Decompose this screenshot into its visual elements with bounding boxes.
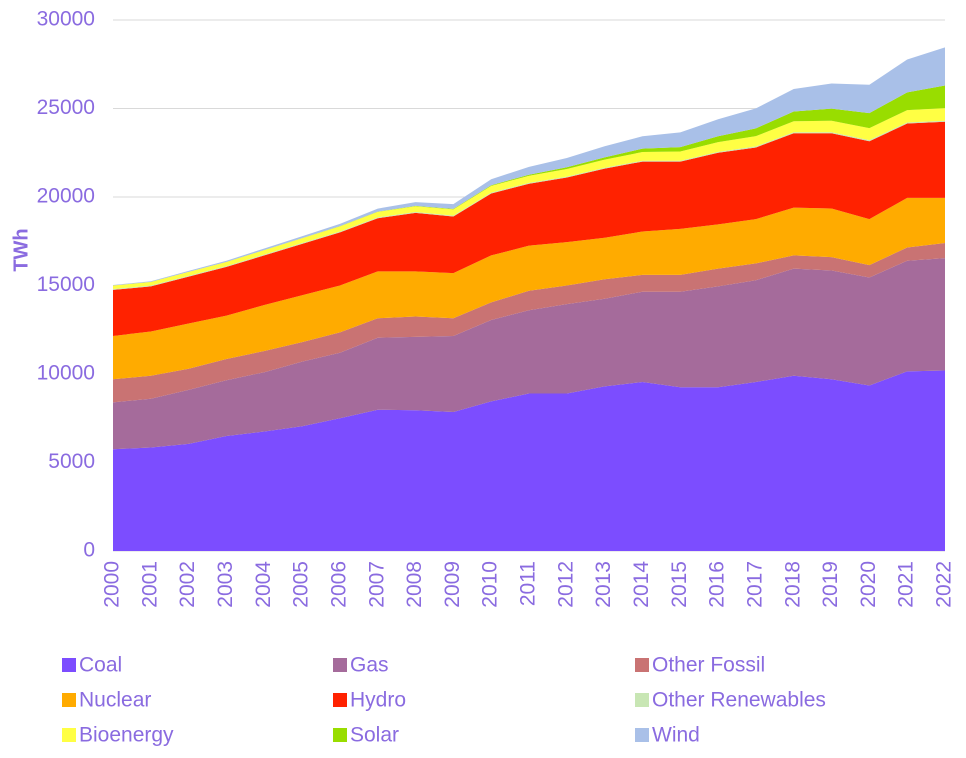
legend-swatch — [62, 728, 76, 742]
x-tick-label: 2007 — [365, 561, 388, 608]
area — [113, 243, 945, 403]
x-tick-label: 2016 — [706, 561, 729, 608]
legend-swatch — [62, 658, 76, 672]
y-tick-label: 15000 — [37, 273, 95, 296]
legend-label: Solar — [350, 724, 399, 747]
y-tick-label: 25000 — [37, 96, 95, 119]
x-tick-label: 2001 — [138, 561, 161, 608]
x-tick-label: 2000 — [101, 561, 124, 608]
legend-swatch — [333, 728, 347, 742]
area — [113, 197, 945, 380]
legend-swatch — [62, 693, 76, 707]
area — [113, 108, 945, 290]
x-tick-label: 2013 — [592, 561, 615, 608]
x-tick-label: 2006 — [327, 561, 350, 608]
legend-swatch — [635, 728, 649, 742]
y-tick-label: 30000 — [37, 8, 95, 31]
x-tick-label: 2011 — [517, 561, 540, 606]
x-tick-label: 2004 — [252, 561, 275, 608]
legend-label: Coal — [79, 654, 122, 677]
x-tick-label: 2020 — [857, 561, 880, 608]
y-tick-label: 0 — [83, 539, 95, 562]
legend-swatch — [635, 658, 649, 672]
x-tick-label: 2018 — [781, 561, 804, 608]
legend-swatch — [333, 693, 347, 707]
area — [113, 258, 945, 450]
x-tick-label: 2012 — [554, 561, 577, 608]
area — [113, 85, 945, 286]
x-tick-label: 2002 — [176, 561, 199, 608]
legend-label: Wind — [652, 724, 700, 747]
x-tick-label: 2022 — [933, 561, 956, 608]
legend-label: Nuclear — [79, 689, 151, 712]
area — [113, 370, 945, 551]
x-tick-label: 2003 — [214, 561, 237, 608]
x-tick-label: 2015 — [668, 561, 691, 608]
x-tick-label: 2009 — [441, 561, 464, 608]
legend-label: Bioenergy — [79, 724, 174, 747]
legend-swatch — [333, 658, 347, 672]
y-axis-label: TWh — [10, 228, 32, 271]
x-tick-label: 2005 — [290, 561, 313, 608]
x-tick-label: 2019 — [819, 561, 842, 608]
legend-label: Hydro — [350, 689, 406, 712]
y-tick-label: 5000 — [48, 450, 95, 473]
x-tick-label: 2021 — [895, 561, 918, 608]
y-tick-label: 10000 — [37, 362, 95, 385]
legend-label: Other Renewables — [652, 689, 826, 712]
x-tick-label: 2008 — [403, 561, 426, 608]
legend-label: Gas — [350, 654, 389, 677]
x-tick-label: 2010 — [479, 561, 502, 608]
legend-swatch — [635, 693, 649, 707]
area — [113, 121, 945, 336]
x-tick-label: 2014 — [630, 561, 653, 608]
x-tick-label: 2017 — [743, 561, 766, 608]
legend-label: Other Fossil — [652, 654, 765, 677]
y-tick-label: 20000 — [37, 185, 95, 208]
